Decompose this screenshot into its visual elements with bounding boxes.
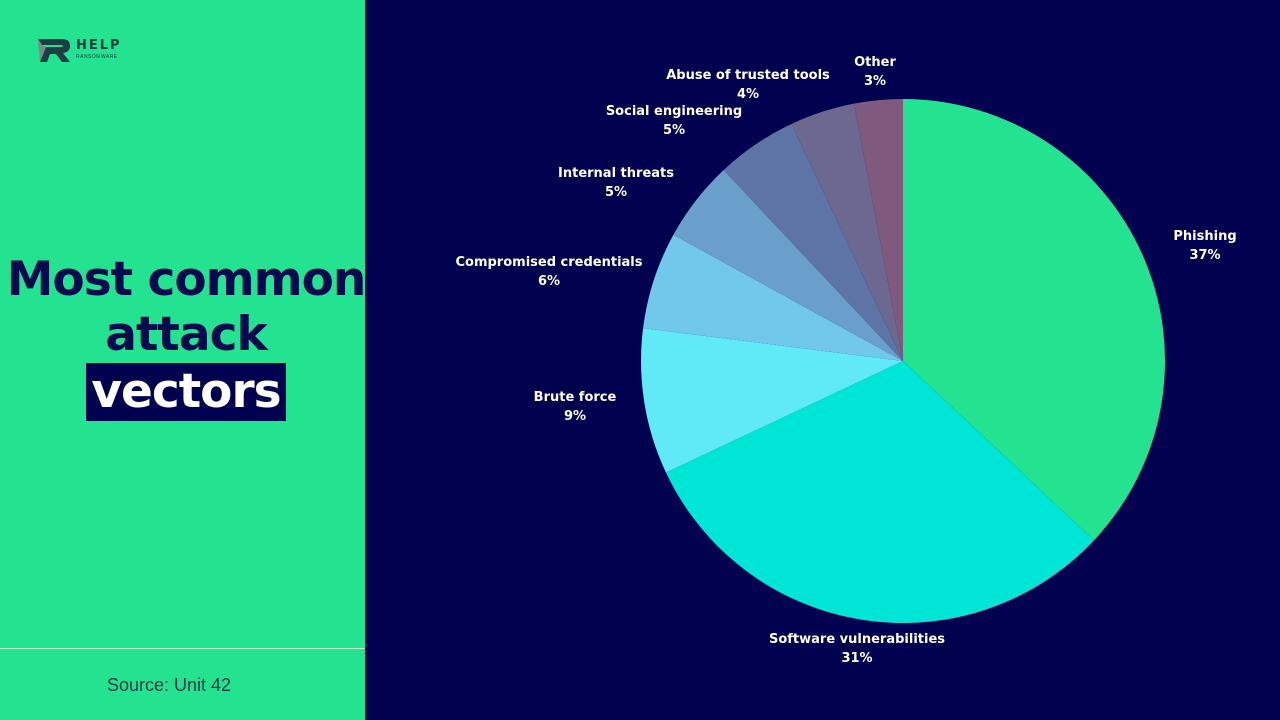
- slice-label: Software vulnerabilities: [769, 632, 945, 647]
- title-line-2: attack: [105, 307, 267, 362]
- slice-value-label: 4%: [737, 87, 759, 102]
- slice-label: Brute force: [534, 390, 617, 405]
- pie-slice-internal-threats: [673, 170, 903, 361]
- pie-slice-software-vulnerabilities: [665, 361, 1094, 623]
- slice-label: Internal threats: [558, 166, 674, 181]
- slice-value-label: 31%: [841, 651, 872, 666]
- title-highlight: vectors: [86, 363, 286, 421]
- pie-slices: [641, 99, 1165, 623]
- slice-value-label: 5%: [605, 185, 627, 200]
- page-title: Most common attack vectors: [0, 252, 372, 421]
- pie-slice-abuse-of-trusted-tools: [791, 103, 903, 361]
- pie-slice-other: [853, 99, 903, 361]
- brand-logo: HELP RANSOMWARE: [36, 34, 136, 66]
- slice-value-label: 5%: [663, 123, 685, 138]
- left-panel: HELP RANSOMWARE Most common attack vecto…: [0, 0, 366, 720]
- brand-name: HELP: [76, 38, 122, 53]
- logo-r-icon: [38, 39, 70, 62]
- source-note: Source: Unit 42: [106, 675, 232, 695]
- pie-slice-brute-force: [641, 328, 903, 473]
- slice-value-label: 6%: [538, 274, 560, 289]
- slice-label: Phishing: [1173, 229, 1236, 244]
- pie-slice-compromised-credentials: [643, 234, 903, 361]
- slice-value-label: 9%: [564, 409, 586, 424]
- slice-value-label: 37%: [1189, 248, 1220, 263]
- slice-label: Other: [854, 55, 896, 70]
- title-line-1: Most common: [6, 252, 367, 307]
- slice-label: Compromised credentials: [455, 255, 642, 270]
- pie-slice-social-engineering: [723, 123, 903, 361]
- slice-label: Social engineering: [606, 104, 742, 119]
- pie-slice-phishing: [903, 99, 1165, 541]
- slice-value-label: 3%: [864, 74, 886, 89]
- brand-subtitle: RANSOMWARE: [76, 54, 118, 60]
- slice-label: Abuse of trusted tools: [666, 68, 830, 83]
- pie-chart: Phishing 37% Software vulnerabilities 31% Br…: [455, 55, 1236, 666]
- pie-labels: Phishing 37% Software vulnerabilities 31% Br…: [455, 55, 1236, 666]
- divider: [0, 648, 365, 649]
